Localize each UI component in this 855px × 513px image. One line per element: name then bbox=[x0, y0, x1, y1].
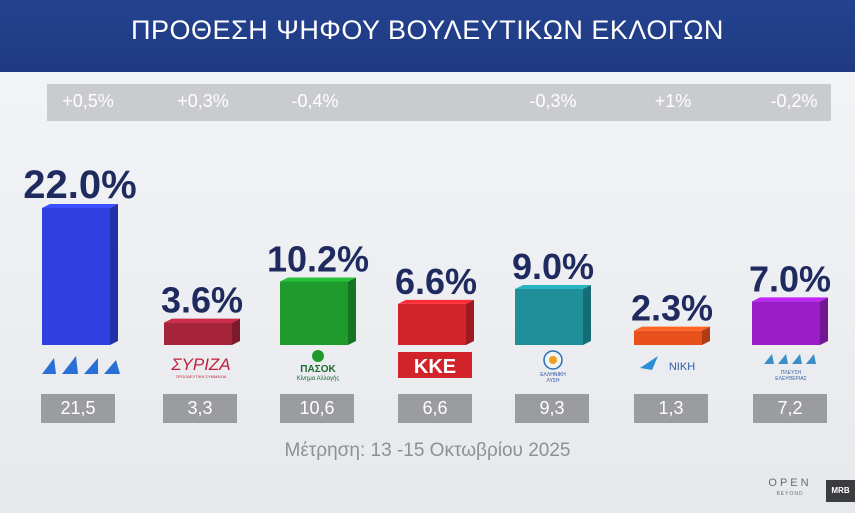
elliniki-lysi-logo: ΕΛΛΗΝΙΚΗ ΛΥΣΗ bbox=[514, 346, 592, 384]
bar-syriza bbox=[164, 322, 232, 345]
bar-nd bbox=[42, 208, 110, 345]
svg-text:ΕΛΛΗΝΙΚΗ: ΕΛΛΗΝΙΚΗ bbox=[540, 372, 566, 378]
svg-text:ΣΥΡΙΖΑ: ΣΥΡΙΖΑ bbox=[170, 355, 230, 374]
nd-logo: ΝΔ bbox=[36, 346, 124, 384]
previous-value-plefsi: 7,2 bbox=[753, 394, 827, 423]
measurement-date: Μέτρηση: 13 -15 Οκτωβρίου 2025 bbox=[284, 440, 571, 461]
bar-top-kke bbox=[398, 299, 474, 304]
plefsi-logo: ΠΛΕΥΣΗ ΕΛΕΥΘΕΡΙΑΣ bbox=[750, 346, 832, 384]
mrb-logo: MRB bbox=[826, 480, 855, 502]
previous-value-elliniki-lysi: 9,3 bbox=[515, 394, 589, 423]
bar-kke bbox=[398, 303, 466, 345]
svg-text:ΚΚΕ: ΚΚΕ bbox=[414, 356, 456, 378]
bar-pasok bbox=[280, 281, 348, 345]
change-label-plefsi: -0,2% bbox=[770, 91, 818, 111]
value-label-pasok: 10.2% bbox=[267, 238, 369, 279]
svg-text:ΛΥΣΗ: ΛΥΣΗ bbox=[546, 378, 559, 384]
svg-text:ΠΡΟΟΔΕΥΤΙΚΗ ΣΥΜΜΑΧΙΑ: ΠΡΟΟΔΕΥΤΙΚΗ ΣΥΜΜΑΧΙΑ bbox=[176, 374, 227, 379]
bar-side-syriza bbox=[232, 318, 240, 345]
bar-top-elliniki-lysi bbox=[515, 284, 591, 289]
bar-top-pasok bbox=[280, 277, 356, 282]
change-label-syriza: +0,3% bbox=[177, 91, 229, 111]
bar-top-nd bbox=[42, 204, 118, 208]
bar-top-plefsi bbox=[752, 297, 828, 302]
bar-elliniki-lysi bbox=[515, 288, 583, 345]
bar-plefsi bbox=[752, 301, 820, 345]
previous-value-pasok: 10,6 bbox=[280, 394, 354, 423]
svg-text:ΝΙΚΗ: ΝΙΚΗ bbox=[669, 361, 695, 373]
svg-text:ΠΛΕΥΣΗ: ΠΛΕΥΣΗ bbox=[781, 370, 802, 376]
bar-side-elliniki-lysi bbox=[583, 284, 591, 345]
change-strip bbox=[47, 84, 831, 121]
kke-logo: ΚΚΕ bbox=[396, 346, 474, 384]
bar-top-niki bbox=[634, 326, 710, 331]
pasok-logo: ΠΑΣΟΚ Κίνημα Αλλαγής bbox=[276, 346, 360, 384]
bar-side-niki bbox=[702, 326, 710, 345]
change-label-elliniki-lysi: -0,3% bbox=[529, 91, 577, 111]
chart-title: ΠΡΟΘΕΣΗ ΨΗΦΟΥ ΒΟΥΛΕΥΤΙΚΩΝ ΕΚΛΟΓΩΝ bbox=[131, 15, 724, 45]
previous-value-nd: 21,5 bbox=[41, 394, 115, 423]
value-label-syriza: 3.6% bbox=[161, 280, 243, 321]
open-beyond-logo: OPEN BEYOND bbox=[768, 477, 812, 498]
bar-niki bbox=[634, 330, 702, 345]
bar-top-syriza bbox=[164, 318, 240, 323]
previous-value-syriza: 3,3 bbox=[163, 394, 237, 423]
change-label-pasok: -0,4% bbox=[291, 91, 339, 111]
syriza-logo: ΣΥΡΙΖΑ ΠΡΟΟΔΕΥΤΙΚΗ ΣΥΜΜΑΧΙΑ bbox=[158, 346, 244, 384]
previous-value-niki: 1,3 bbox=[634, 394, 708, 423]
change-label-nd: +0,5% bbox=[62, 91, 114, 111]
svg-text:ΠΑΣΟΚ: ΠΑΣΟΚ bbox=[300, 364, 336, 375]
value-label-niki: 2.3% bbox=[631, 288, 713, 329]
svg-text:ΕΛΕΥΘΕΡΙΑΣ: ΕΛΕΥΘΕΡΙΑΣ bbox=[775, 376, 806, 382]
bar-side-pasok bbox=[348, 277, 356, 345]
value-label-elliniki-lysi: 9.0% bbox=[512, 246, 594, 287]
bar-side-nd bbox=[110, 204, 118, 345]
svg-text:Κίνημα Αλλαγής: Κίνημα Αλλαγής bbox=[297, 375, 340, 382]
niki-logo: ΝΙΚΗ bbox=[630, 346, 712, 384]
change-label-niki: +1% bbox=[654, 91, 692, 111]
value-label-plefsi: 7.0% bbox=[749, 258, 831, 299]
previous-value-kke: 6,6 bbox=[398, 394, 472, 423]
bar-side-plefsi bbox=[820, 297, 828, 345]
value-label-nd: 22.0% bbox=[23, 163, 136, 207]
header-bar: ΠΡΟΘΕΣΗ ΨΗΦΟΥ ΒΟΥΛΕΥΤΙΚΩΝ ΕΚΛΟΓΩΝ bbox=[0, 0, 855, 72]
value-label-kke: 6.6% bbox=[395, 261, 477, 302]
bar-side-kke bbox=[466, 299, 474, 345]
